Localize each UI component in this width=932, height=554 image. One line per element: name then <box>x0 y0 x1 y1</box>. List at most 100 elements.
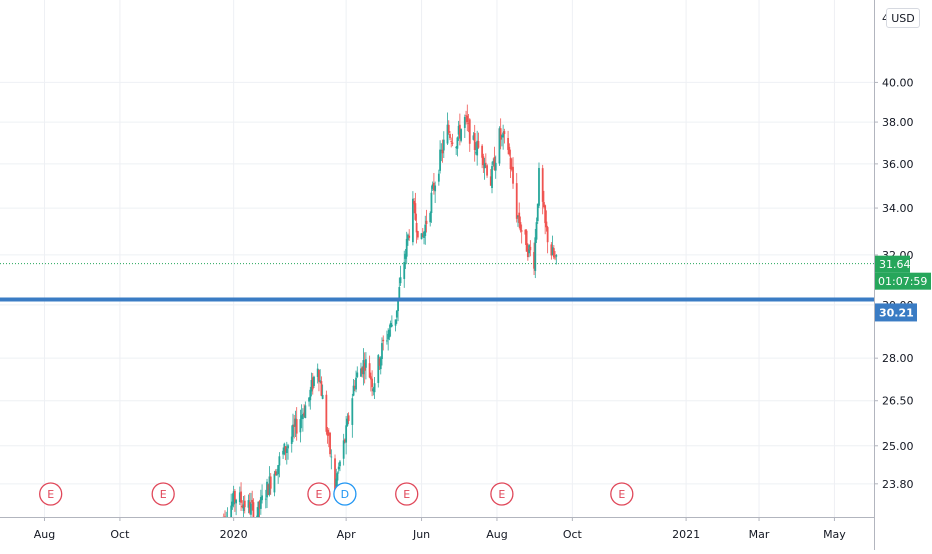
candle <box>458 113 461 146</box>
event-circle <box>610 482 634 506</box>
candle <box>546 225 549 254</box>
candle-body <box>264 498 267 500</box>
earnings-marker[interactable]: E <box>395 482 419 506</box>
earnings-marker[interactable]: E <box>39 482 63 506</box>
earnings-marker[interactable]: E <box>610 482 634 506</box>
candle-body <box>518 212 521 224</box>
candle <box>541 164 544 215</box>
candle <box>292 413 294 443</box>
x-tick-label: Mar <box>749 528 770 541</box>
candle <box>387 328 390 351</box>
y-tick-label: 23.80 <box>882 478 914 491</box>
candle-body <box>330 456 333 458</box>
candle-body <box>413 200 416 205</box>
candle-body <box>421 235 424 237</box>
support-price-badge[interactable] <box>875 303 917 322</box>
candle <box>368 355 371 379</box>
candle <box>447 120 450 135</box>
candle-body <box>524 229 527 235</box>
candle-body <box>420 233 423 240</box>
earnings-marker[interactable]: E <box>151 482 175 506</box>
event-circle <box>39 482 63 506</box>
candle-body <box>353 386 356 388</box>
candle-body <box>346 418 349 426</box>
candle-body <box>434 185 437 192</box>
earnings-marker[interactable]: E <box>307 482 331 506</box>
candle <box>518 202 521 229</box>
candle-body <box>446 124 449 144</box>
candle-body <box>425 220 428 225</box>
candle <box>489 169 492 186</box>
candle-body <box>483 163 486 169</box>
candle <box>528 243 530 258</box>
candle-body <box>526 249 529 258</box>
candle <box>378 356 381 371</box>
candle <box>313 375 315 389</box>
y-tick-label: 34.00 <box>882 202 914 215</box>
earnings-marker[interactable]: E <box>490 482 514 506</box>
candle <box>238 486 241 506</box>
candle <box>235 498 238 516</box>
candle <box>493 146 496 171</box>
candle-body <box>468 119 471 144</box>
candle-body <box>545 221 548 228</box>
candle <box>397 297 399 322</box>
candle <box>300 404 303 429</box>
candle-body <box>243 500 246 508</box>
candle-body <box>377 355 380 383</box>
candle <box>467 114 470 133</box>
candle <box>529 240 532 257</box>
candle-body <box>460 129 463 141</box>
candle-body <box>456 137 459 149</box>
currency-button[interactable]: USD <box>886 8 920 28</box>
candle <box>491 161 493 194</box>
candle <box>299 409 302 443</box>
candle <box>372 386 375 396</box>
candle-body <box>458 124 461 139</box>
candle <box>347 412 350 425</box>
candle <box>278 452 281 478</box>
y-tick-label: 38.00 <box>882 116 914 129</box>
candle-body <box>386 340 388 342</box>
candle-body <box>512 166 514 184</box>
candle-body <box>292 424 294 437</box>
candle-body <box>242 504 245 511</box>
candle <box>455 146 458 155</box>
candle <box>415 213 418 244</box>
candle <box>326 426 329 444</box>
candle <box>440 143 443 162</box>
candle <box>363 352 366 384</box>
candle-body <box>241 505 244 508</box>
candle-body <box>515 183 518 219</box>
candle <box>398 277 401 300</box>
last-price-value: 31.64 <box>879 258 911 271</box>
candle-body <box>261 495 263 501</box>
candle-body <box>499 128 502 140</box>
x-tick-label: Aug <box>34 528 55 541</box>
candle-body <box>477 141 480 148</box>
candle <box>327 427 330 448</box>
candle <box>386 330 388 345</box>
candle-body <box>463 117 466 128</box>
candle-body <box>240 491 242 503</box>
candle-body <box>390 324 393 327</box>
candle-body <box>533 252 535 269</box>
candle <box>520 224 523 244</box>
candle <box>373 376 376 399</box>
candle-body <box>472 135 475 140</box>
candle <box>321 384 324 400</box>
candle <box>274 469 277 476</box>
candle-body <box>301 413 304 420</box>
candle <box>486 163 488 178</box>
support-line[interactable] <box>0 263 874 302</box>
candle-body <box>397 297 399 312</box>
candle <box>388 324 391 341</box>
candle <box>456 136 459 157</box>
candle-body <box>398 287 401 299</box>
candle <box>431 181 434 192</box>
dividend-marker[interactable]: D <box>333 482 357 506</box>
candle <box>276 468 278 476</box>
